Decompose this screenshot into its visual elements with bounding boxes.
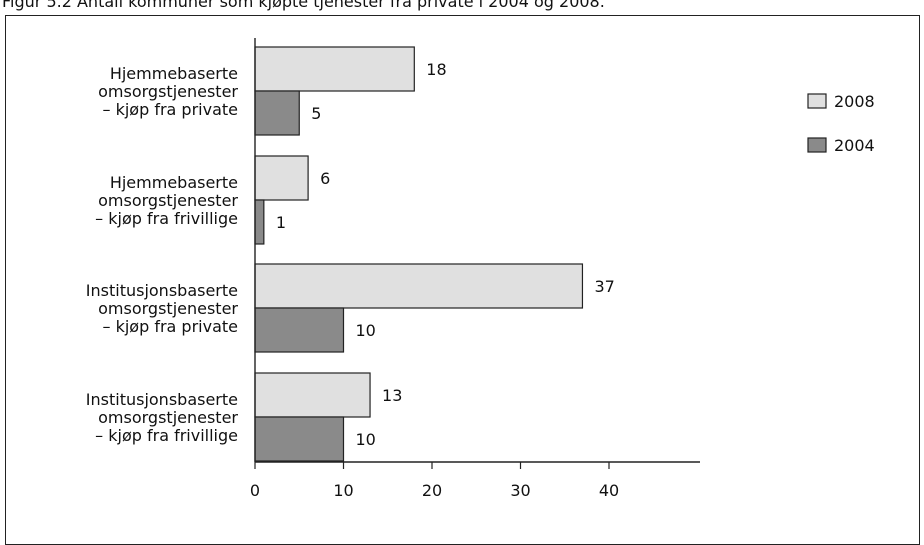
category-label-3-line-2: omsorgstjenester [98,299,238,318]
data-label-2004-4: 10 [356,430,376,449]
category-label-3-line-3: – kjøp fra private [103,317,239,336]
category-label-2-line-2: omsorgstjenester [98,191,238,210]
x-tick-label-40: 40 [599,481,619,500]
category-label-3-line-1: Institusjonsbaserte [86,281,238,300]
bar-2008-1 [255,47,414,91]
bar-2004-1 [255,91,299,135]
bar-2004-3 [255,308,344,352]
legend-swatch-2008 [808,94,826,108]
x-tick-label-30: 30 [510,481,530,500]
data-label-2008-4: 13 [382,386,402,405]
legend-label-2008: 2008 [834,92,875,111]
data-label-2008-1: 18 [426,60,446,79]
bar-2008-2 [255,156,308,200]
x-tick-label-10: 10 [333,481,353,500]
x-tick-label-0: 0 [250,481,260,500]
category-label-4-line-1: Institusjonsbaserte [86,390,238,409]
data-label-2004-2: 1 [276,213,286,232]
bars-group: 18 5 6 1 37 10 13 10 [255,47,615,461]
category-label-2-line-3: – kjøp fra frivillige [95,209,238,228]
category-label-1-line-1: Hjemmebaserte [110,64,238,83]
bar-2008-3 [255,264,582,308]
data-label-2008-3: 37 [594,277,614,296]
legend-label-2004: 2004 [834,136,875,155]
x-tick-label-20: 20 [422,481,442,500]
bar-2004-4 [255,417,344,461]
category-label-1-line-3: – kjøp fra private [103,100,239,119]
category-label-1-line-2: omsorgstjenester [98,82,238,101]
legend-swatch-2004 [808,138,826,152]
data-label-2008-2: 6 [320,169,330,188]
category-label-2-line-1: Hjemmebaserte [110,173,238,192]
category-label-4-line-2: omsorgstjenester [98,408,238,427]
legend: 2008 2004 [808,92,875,155]
category-label-4-line-3: – kjøp fra frivillige [95,426,238,445]
bar-2004-2 [255,200,264,244]
bar-2008-4 [255,373,370,417]
data-label-2004-1: 5 [311,104,321,123]
data-label-2004-3: 10 [356,321,376,340]
